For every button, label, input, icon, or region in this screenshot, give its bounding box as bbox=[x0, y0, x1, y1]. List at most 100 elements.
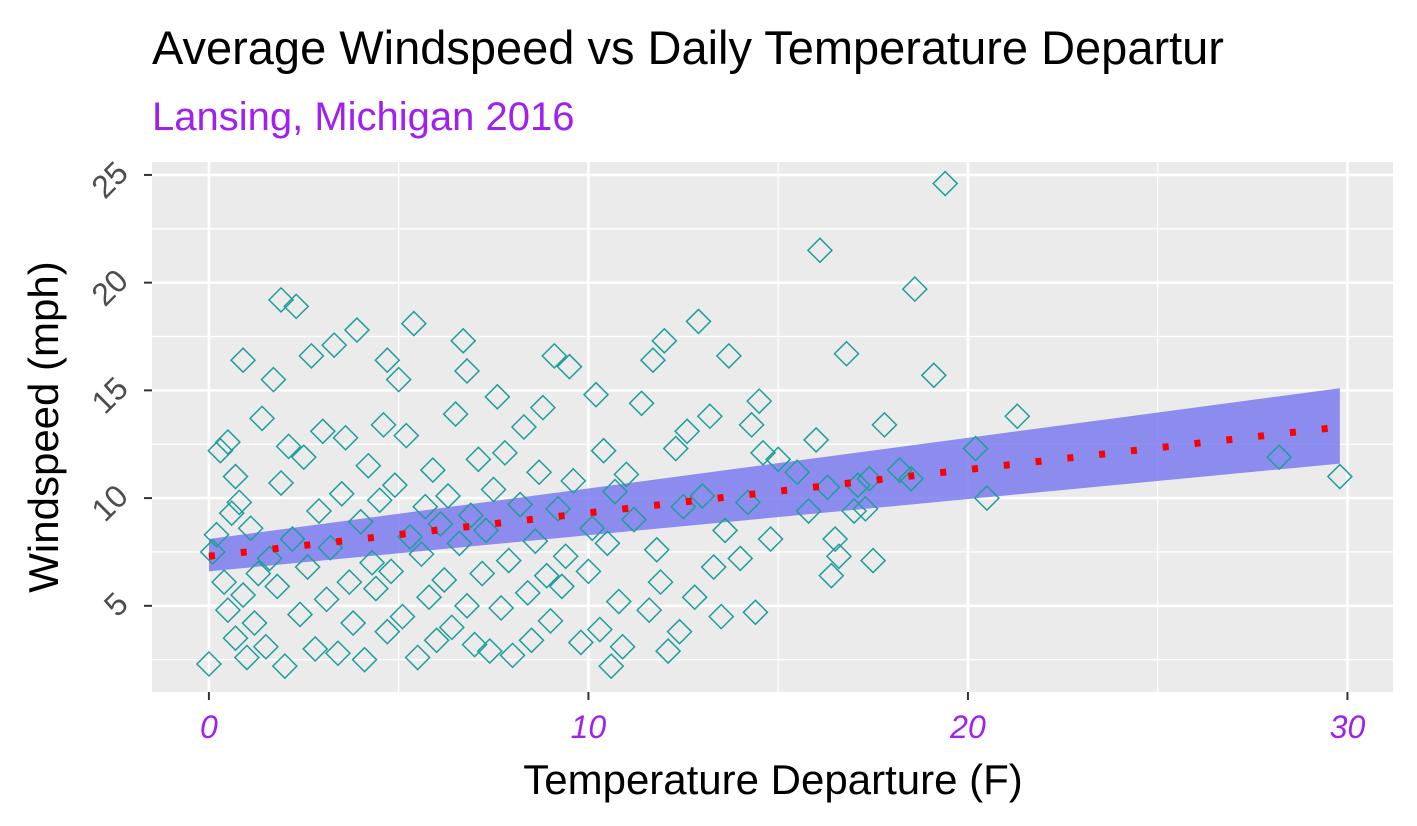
data-point bbox=[260, 366, 287, 393]
data-point bbox=[886, 457, 913, 484]
data-point bbox=[385, 366, 412, 393]
data-point bbox=[450, 327, 477, 354]
data-point bbox=[309, 418, 336, 445]
data-point bbox=[852, 495, 879, 522]
data-point bbox=[328, 480, 355, 507]
data-point bbox=[556, 353, 583, 380]
data-point bbox=[264, 573, 291, 600]
data-point bbox=[199, 538, 226, 566]
data-point bbox=[271, 653, 298, 680]
data-point bbox=[218, 500, 245, 527]
chart-subtitle: Lansing, Michigan 2016 bbox=[152, 95, 575, 139]
data-point bbox=[548, 573, 575, 600]
confidence-band bbox=[208, 388, 1340, 572]
data-point bbox=[613, 461, 640, 488]
data-point bbox=[290, 444, 317, 471]
data-point bbox=[822, 525, 849, 553]
data-point bbox=[362, 575, 389, 602]
data-points bbox=[195, 170, 1353, 680]
data-point bbox=[962, 435, 989, 462]
data-point bbox=[241, 609, 268, 637]
data-point bbox=[434, 482, 462, 510]
data-point bbox=[393, 422, 420, 449]
data-point bbox=[275, 433, 302, 460]
data-point bbox=[784, 459, 811, 486]
data-point bbox=[795, 497, 822, 525]
data-point bbox=[465, 446, 492, 473]
data-point bbox=[871, 411, 898, 438]
data-point bbox=[351, 646, 378, 673]
data-point bbox=[359, 549, 386, 576]
data-point bbox=[529, 394, 556, 421]
data-point bbox=[518, 627, 545, 654]
data-point bbox=[765, 446, 792, 473]
y-tick-label: 15 bbox=[84, 370, 135, 421]
data-point bbox=[237, 515, 264, 542]
data-point bbox=[286, 601, 314, 628]
data-point bbox=[461, 631, 488, 658]
data-point bbox=[833, 340, 860, 367]
data-point bbox=[749, 439, 777, 466]
data-point bbox=[408, 541, 435, 568]
data-point bbox=[601, 478, 629, 505]
y-tick-label: 5 bbox=[97, 585, 135, 623]
data-point bbox=[381, 472, 408, 499]
data-point bbox=[355, 452, 382, 479]
data-point bbox=[628, 390, 655, 417]
data-point bbox=[457, 502, 484, 529]
data-point bbox=[825, 543, 852, 570]
data-point bbox=[415, 584, 443, 611]
data-point bbox=[195, 650, 222, 678]
data-point bbox=[222, 463, 249, 490]
data-point bbox=[806, 237, 833, 264]
data-point bbox=[446, 530, 473, 557]
data-point bbox=[230, 347, 257, 374]
data-point bbox=[681, 584, 708, 611]
data-point bbox=[256, 545, 283, 572]
data-point bbox=[643, 536, 670, 563]
data-point bbox=[499, 642, 526, 669]
data-point bbox=[305, 497, 333, 525]
data-point bbox=[522, 528, 549, 555]
data-point bbox=[609, 633, 636, 660]
data-point bbox=[552, 543, 579, 570]
data-point bbox=[560, 467, 587, 494]
data-point bbox=[370, 411, 397, 438]
data-point bbox=[332, 424, 359, 451]
data-point bbox=[685, 308, 712, 335]
data-point bbox=[594, 530, 621, 557]
data-point bbox=[639, 347, 667, 374]
data-point bbox=[620, 506, 648, 533]
data-point bbox=[803, 426, 830, 453]
data-point bbox=[734, 489, 761, 516]
data-point bbox=[932, 170, 959, 197]
data-point bbox=[248, 405, 276, 432]
data-point bbox=[378, 558, 405, 585]
data-point bbox=[1266, 444, 1293, 471]
data-point bbox=[340, 609, 367, 637]
data-point bbox=[203, 521, 230, 548]
y-axis-title: Windspeed (mph) bbox=[20, 261, 67, 592]
data-point bbox=[495, 547, 522, 574]
data-point bbox=[605, 588, 632, 615]
x-tick-label: 0 bbox=[200, 709, 218, 745]
data-point bbox=[901, 276, 928, 303]
data-point bbox=[651, 327, 678, 354]
data-point bbox=[336, 569, 363, 596]
data-point bbox=[423, 627, 450, 654]
data-point bbox=[453, 357, 481, 385]
data-point bbox=[537, 607, 564, 634]
data-point bbox=[400, 310, 427, 337]
data-point bbox=[267, 469, 295, 497]
data-point bbox=[313, 586, 340, 613]
data-point bbox=[374, 618, 401, 645]
data-point bbox=[374, 347, 401, 374]
data-point bbox=[598, 653, 625, 680]
data-point bbox=[207, 437, 234, 464]
data-point bbox=[712, 517, 739, 544]
data-point bbox=[252, 633, 279, 660]
data-point bbox=[347, 508, 374, 535]
data-point bbox=[412, 493, 439, 520]
data-point bbox=[582, 381, 610, 408]
